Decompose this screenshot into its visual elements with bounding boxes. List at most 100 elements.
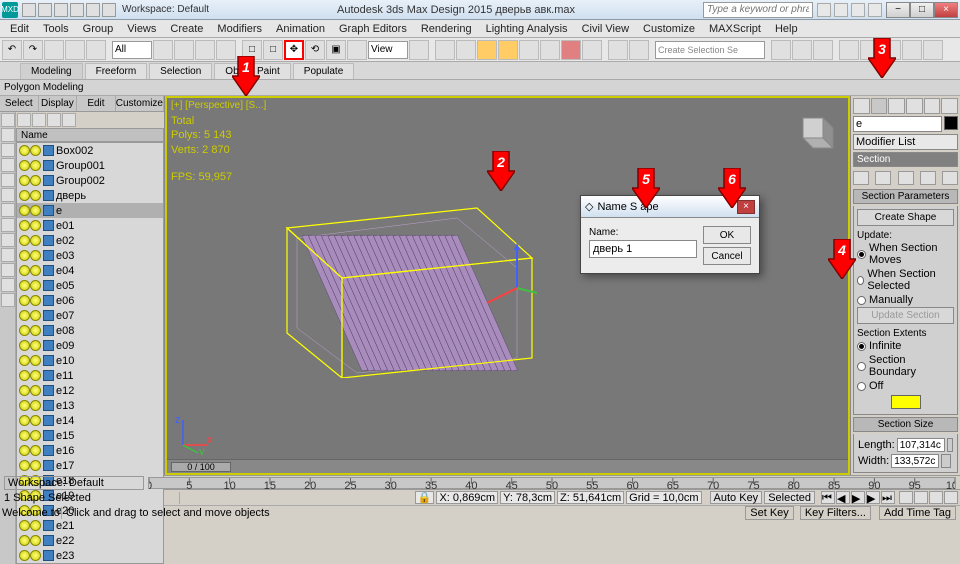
selected-dropdown[interactable]: Selected xyxy=(764,491,815,504)
redo-icon[interactable]: ↷ xyxy=(23,40,43,60)
radio-infinite[interactable]: Infinite xyxy=(857,339,954,353)
scene-item[interactable]: e04 xyxy=(17,263,163,278)
scene-item[interactable]: Box002 xyxy=(17,143,163,158)
scene-item[interactable]: e07 xyxy=(17,308,163,323)
object-color-swatch[interactable] xyxy=(944,116,958,130)
ribbon-panel[interactable]: Polygon Modeling xyxy=(0,80,960,96)
filter-layer-icon[interactable] xyxy=(1,233,15,247)
manipulate-icon[interactable] xyxy=(435,40,455,60)
scene-item[interactable]: e03 xyxy=(17,248,163,263)
time-slider[interactable]: 0 / 100 xyxy=(171,462,231,472)
render-prod-icon[interactable] xyxy=(902,40,922,60)
orbit-icon[interactable] xyxy=(929,491,943,504)
se-menu-customize[interactable]: Customize xyxy=(116,96,164,111)
menu-group[interactable]: Group xyxy=(77,23,120,35)
scene-item[interactable]: e21 xyxy=(17,518,163,533)
se-menu-display[interactable]: Display xyxy=(39,96,78,111)
scene-item[interactable]: e06 xyxy=(17,293,163,308)
ok-button[interactable]: OK xyxy=(703,226,751,244)
scene-item[interactable]: e xyxy=(17,203,163,218)
dialog-close-button[interactable]: × xyxy=(737,200,755,214)
scene-explorer-name-header[interactable]: Name xyxy=(16,128,164,142)
coord-x[interactable]: X: 0,869cm xyxy=(436,491,498,504)
cancel-button[interactable]: Cancel xyxy=(703,247,751,265)
menu-civil-view[interactable]: Civil View xyxy=(576,23,635,35)
dialog-titlebar[interactable]: ◇ Name S ape × xyxy=(581,196,759,218)
modifier-stack[interactable]: Section xyxy=(853,152,958,167)
link-icon[interactable] xyxy=(44,40,64,60)
length-input[interactable] xyxy=(897,438,945,452)
render-setup-icon[interactable] xyxy=(839,40,859,60)
autokey-button[interactable]: Auto Key xyxy=(710,491,763,504)
scene-item[interactable]: e17 xyxy=(17,458,163,473)
goto-end-icon[interactable]: ⏭ xyxy=(881,491,895,504)
viewcube[interactable] xyxy=(788,108,838,158)
menu-edit[interactable]: Edit xyxy=(4,23,35,35)
radio-when-selected[interactable]: When Section Selected xyxy=(857,267,954,293)
bind-icon[interactable] xyxy=(86,40,106,60)
time-slider-bar[interactable]: 0 / 100 xyxy=(167,459,848,473)
qat-save-icon[interactable] xyxy=(54,3,68,17)
stack-item-section[interactable]: Section xyxy=(854,153,957,166)
pivot-icon[interactable] xyxy=(409,40,429,60)
play-icon[interactable]: ▶ xyxy=(851,491,865,504)
prev-frame-icon[interactable]: ◀ xyxy=(836,491,850,504)
viewport-label[interactable]: [+] [Perspective] [S...] xyxy=(171,100,266,111)
width-input[interactable] xyxy=(891,454,939,468)
scene-item[interactable]: Group002 xyxy=(17,173,163,188)
select-object-icon[interactable]: □ xyxy=(242,40,262,60)
menu-tools[interactable]: Tools xyxy=(37,23,75,35)
rollup-section-params[interactable]: Section Parameters xyxy=(853,189,958,204)
radio-manually[interactable]: Manually xyxy=(857,293,954,307)
scene-item[interactable]: e09 xyxy=(17,338,163,353)
render-iter-icon[interactable] xyxy=(923,40,943,60)
select-paint-icon[interactable]: □ xyxy=(263,40,283,60)
ribbon-tab-freeform[interactable]: Freeform xyxy=(85,63,148,79)
tab-utilities-icon[interactable] xyxy=(941,98,958,114)
close-button[interactable]: × xyxy=(934,2,958,18)
filter-hide-icon[interactable] xyxy=(1,263,15,277)
align-icon[interactable] xyxy=(608,40,628,60)
tab-display-icon[interactable] xyxy=(924,98,941,114)
help-search-input[interactable] xyxy=(703,2,813,18)
setkey-button[interactable]: Set Key xyxy=(745,506,794,520)
selection-filter-dropdown[interactable] xyxy=(112,41,152,59)
material-editor-icon[interactable] xyxy=(813,40,833,60)
tab-create-icon[interactable] xyxy=(853,98,870,114)
ref-coord-dropdown[interactable] xyxy=(368,41,408,59)
radio-when-moves[interactable]: When Section Moves xyxy=(857,241,954,267)
scene-item[interactable]: e10 xyxy=(17,353,163,368)
menu-create[interactable]: Create xyxy=(164,23,209,35)
select-name-icon[interactable] xyxy=(174,40,194,60)
render-frame-icon[interactable] xyxy=(860,40,880,60)
scene-item[interactable]: e02 xyxy=(17,233,163,248)
filter-x1-icon[interactable] xyxy=(1,278,15,292)
max-toggle-icon[interactable] xyxy=(944,491,958,504)
width-spinner[interactable] xyxy=(941,454,951,468)
filter-cont-icon[interactable] xyxy=(1,218,15,232)
menu-maxscript[interactable]: MAXScript xyxy=(703,23,767,35)
se-menu-select[interactable]: Select xyxy=(0,96,39,111)
object-name-field[interactable]: e xyxy=(853,116,942,132)
menu-graph-editors[interactable]: Graph Editors xyxy=(333,23,413,35)
workspace-label[interactable]: Workspace: Default xyxy=(122,4,209,15)
coord-lock-icon[interactable]: 🔒 xyxy=(415,491,435,504)
favorite-icon[interactable] xyxy=(851,3,865,17)
mirror-icon[interactable] xyxy=(582,40,602,60)
qat-open-icon[interactable] xyxy=(38,3,52,17)
select-scale-icon[interactable]: ▣ xyxy=(326,40,346,60)
render-icon[interactable] xyxy=(881,40,901,60)
angle-snap-icon[interactable] xyxy=(498,40,518,60)
layers-icon[interactable] xyxy=(629,40,649,60)
scene-item[interactable]: e11 xyxy=(17,368,163,383)
named-selection-dropdown[interactable] xyxy=(655,41,765,59)
pin-stack-icon[interactable] xyxy=(853,171,869,185)
menu-modifiers[interactable]: Modifiers xyxy=(211,23,268,35)
schematic-icon[interactable] xyxy=(792,40,812,60)
time-ruler[interactable]: 0510152025303540455055606570758085909510… xyxy=(148,477,956,489)
select-rotate-icon[interactable]: ⟲ xyxy=(305,40,325,60)
tab-motion-icon[interactable] xyxy=(906,98,923,114)
spinner-snap-icon[interactable] xyxy=(540,40,560,60)
percent-snap-icon[interactable] xyxy=(519,40,539,60)
zoom-icon[interactable] xyxy=(914,491,928,504)
